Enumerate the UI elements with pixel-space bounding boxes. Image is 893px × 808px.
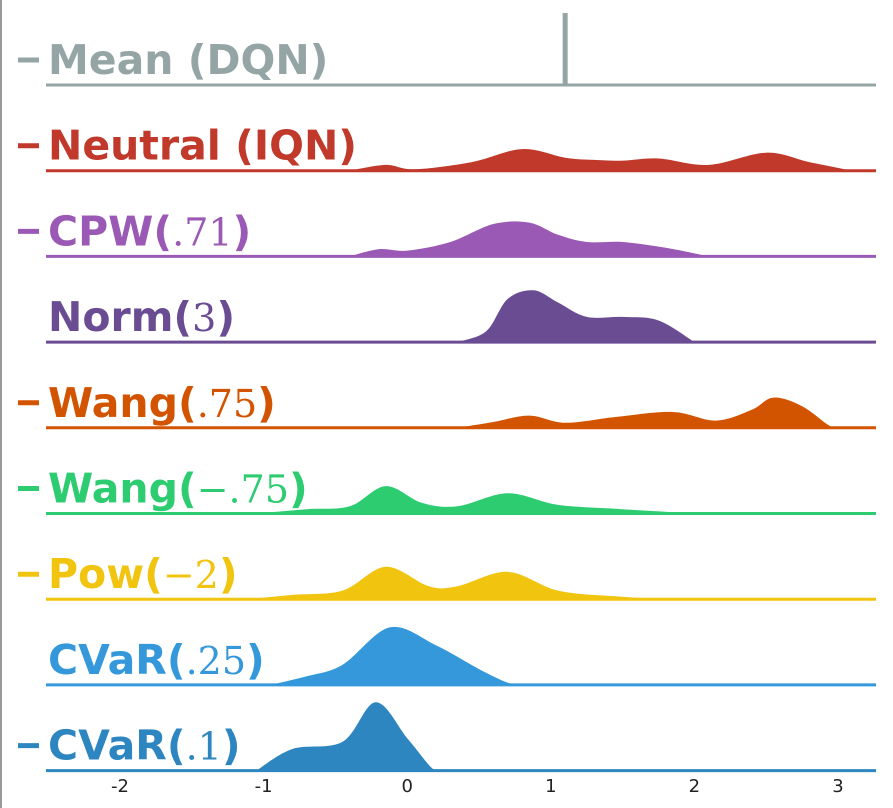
series-label-param: −.75: [197, 468, 289, 512]
density-area-cpw-71: [349, 221, 709, 257]
series-label-pow-neg2: Pow(−2): [48, 550, 238, 598]
series-label-neutral-iqn: Neutral (IQN): [48, 122, 357, 170]
series-label-name: CPW(: [48, 207, 172, 255]
series-label-name: Pow(: [48, 550, 163, 598]
series-label-name: Norm(: [48, 293, 192, 341]
ridge-wang-neg75: Wang(−.75): [18, 465, 876, 515]
x-tick-label: -2: [111, 776, 129, 797]
series-label-param: 3: [192, 296, 216, 340]
ridge-rows: Mean (DQN)Neutral (IQN)CPW(.71)Norm(3)Wa…: [18, 13, 876, 773]
series-label-close: ): [233, 207, 252, 255]
ridge-wang-75: Wang(.75): [18, 379, 876, 430]
series-label-param: .75: [197, 382, 257, 426]
density-area-neutral-iqn: [349, 149, 853, 171]
ridge-cvar-25: CVaR(.25): [46, 626, 876, 687]
series-label-close: ): [216, 293, 235, 341]
ridge-mean-dqn: Mean (DQN): [18, 13, 876, 87]
series-label-mean-dqn: Mean (DQN): [48, 36, 328, 84]
series-label-close: ): [257, 379, 276, 427]
density-area-cvar-1: [256, 702, 436, 771]
ridge-norm-3: Norm(3): [46, 290, 876, 344]
ridge-neutral-iqn: Neutral (IQN): [18, 122, 876, 173]
ridge-pow-neg2: Pow(−2): [18, 550, 876, 601]
series-label-cvar-1: CVaR(.1): [48, 722, 241, 770]
x-axis-ticks: -2 -1 0 1 2 3: [111, 776, 844, 797]
series-label-name: Wang(: [48, 379, 197, 427]
series-label-name: Neutral (IQN): [48, 122, 357, 170]
series-label-param: .25: [186, 639, 246, 683]
series-label-name: CVaR(: [48, 722, 186, 770]
series-label-cpw-71: CPW(.71): [48, 207, 251, 255]
density-area-wang-75: [457, 397, 846, 429]
density-area-pow-neg2: [249, 566, 666, 600]
x-tick-label: 2: [689, 776, 700, 797]
density-area-cvar-25: [270, 626, 523, 685]
series-label-param: .71: [172, 210, 232, 254]
series-label-name: Mean (DQN): [48, 36, 328, 84]
x-tick-label: 0: [401, 776, 412, 797]
series-label-close: ): [246, 636, 265, 684]
series-label-name: Wang(: [48, 465, 197, 513]
ridge-cpw-71: CPW(.71): [18, 207, 876, 258]
series-label-close: ): [219, 550, 238, 598]
series-label-param: −2: [163, 553, 219, 597]
series-label-name: CVaR(: [48, 636, 186, 684]
series-label-norm-3: Norm(3): [48, 293, 235, 341]
series-label-close: ): [289, 465, 308, 513]
series-label-close: ): [222, 722, 241, 770]
x-tick-label: -1: [255, 776, 273, 797]
ridge-cvar-1: CVaR(.1): [18, 702, 876, 773]
series-label-param: .1: [186, 725, 222, 769]
series-label-wang-75: Wang(.75): [48, 379, 276, 427]
series-label-cvar-25: CVaR(.25): [48, 636, 265, 684]
density-area-wang-neg75: [256, 486, 695, 514]
x-tick-label: 1: [545, 776, 556, 797]
series-label-wang-neg75: Wang(−.75): [48, 465, 308, 513]
density-area-norm-3: [457, 290, 695, 343]
x-tick-label: 3: [832, 776, 843, 797]
